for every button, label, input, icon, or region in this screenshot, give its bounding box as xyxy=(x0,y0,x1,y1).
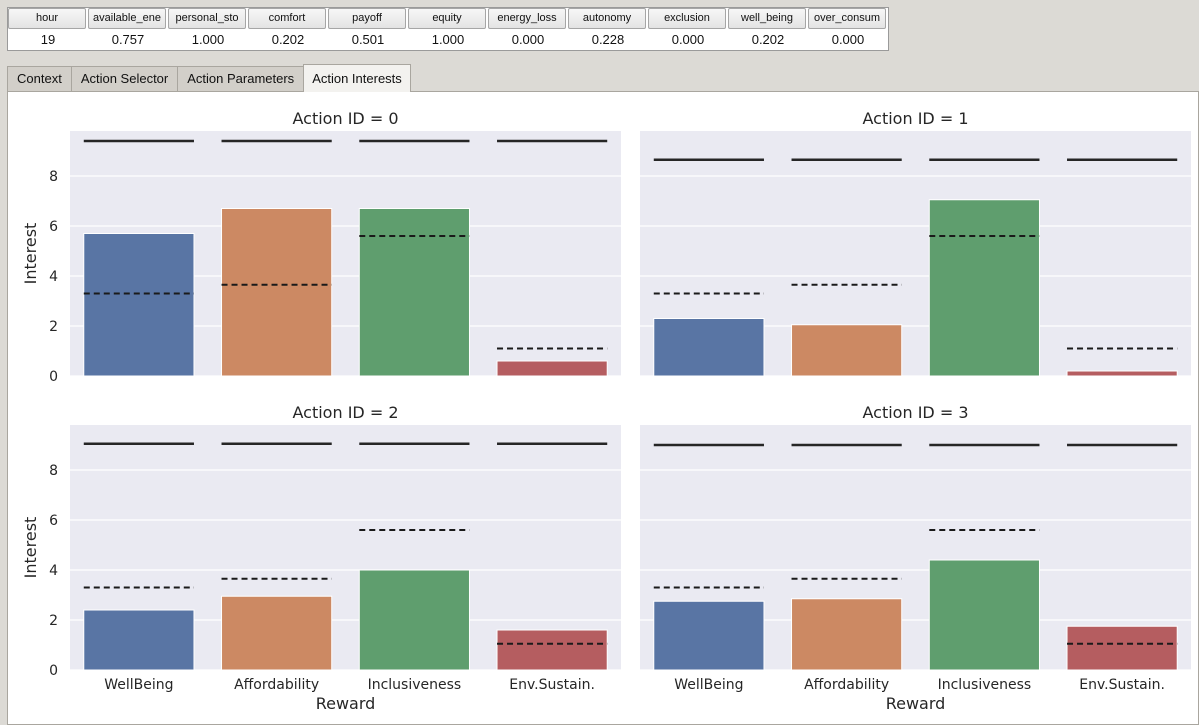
x-tick-label: Affordability xyxy=(234,677,319,693)
column-header-autonomy[interactable]: autonomy xyxy=(568,8,646,29)
y-tick-label: 2 xyxy=(49,613,58,629)
cell-over-consumption: 0.000 xyxy=(831,32,865,47)
cell-exclusion: 0.000 xyxy=(671,32,705,47)
tab-action-interests[interactable]: Action Interests xyxy=(303,64,411,92)
x-axis-label: Reward xyxy=(316,694,376,713)
cell-comfort: 0.202 xyxy=(271,32,305,47)
column-header-well-being[interactable]: well_being xyxy=(728,8,806,29)
y-tick-label: 6 xyxy=(49,219,58,235)
cell-autonomy: 0.228 xyxy=(591,32,625,47)
x-tick-label: Env.Sustain. xyxy=(509,677,595,693)
facet-title: Action ID = 0 xyxy=(293,109,399,128)
bar xyxy=(928,559,1040,671)
tab-context[interactable]: Context xyxy=(7,66,72,92)
bar xyxy=(496,360,608,377)
state-table-header-row: hour available_ene personal_sto comfort … xyxy=(8,8,888,29)
bar xyxy=(653,600,765,671)
bar xyxy=(358,208,470,377)
tab-bar: Context Action Selector Action Parameter… xyxy=(7,64,411,92)
bar xyxy=(1066,370,1178,377)
cell-payoff: 0.501 xyxy=(351,32,385,47)
column-header-personal-storage[interactable]: personal_sto xyxy=(168,8,246,29)
y-tick-label: 2 xyxy=(49,319,58,335)
y-tick-label: 4 xyxy=(49,269,58,285)
y-tick-label: 4 xyxy=(49,563,58,579)
bar xyxy=(221,595,333,671)
y-axis-label: Interest xyxy=(21,517,40,579)
bar xyxy=(791,324,903,377)
bar xyxy=(83,233,195,377)
state-table: hour available_ene personal_sto comfort … xyxy=(7,7,889,51)
cell-well-being: 0.202 xyxy=(751,32,785,47)
facet-title: Action ID = 3 xyxy=(863,403,969,422)
bar xyxy=(496,629,608,671)
x-axis-label: Reward xyxy=(886,694,946,713)
bar xyxy=(1066,625,1178,671)
column-header-comfort[interactable]: comfort xyxy=(248,8,326,29)
x-tick-label: WellBeing xyxy=(104,677,173,693)
bar xyxy=(358,569,470,671)
x-tick-label: Env.Sustain. xyxy=(1079,677,1165,693)
cell-personal-storage: 1.000 xyxy=(191,32,225,47)
column-header-hour[interactable]: hour xyxy=(8,8,86,29)
table-row: 19 0.757 1.000 0.202 0.501 1.000 0.000 0… xyxy=(8,29,888,50)
cell-hour: 19 xyxy=(40,32,56,47)
facet-title: Action ID = 2 xyxy=(293,403,399,422)
column-header-equity[interactable]: equity xyxy=(408,8,486,29)
y-tick-label: 0 xyxy=(49,663,58,679)
cell-equity: 1.000 xyxy=(431,32,465,47)
action-interests-chart: Action ID = 0 0 2 4 6 8 Interest Action ID = 1 A… xyxy=(21,109,1191,713)
cell-energy-loss: 0.000 xyxy=(511,32,545,47)
cell-available-energy: 0.757 xyxy=(111,32,145,47)
tab-action-parameters[interactable]: Action Parameters xyxy=(177,66,305,92)
x-tick-label: Inclusiveness xyxy=(368,677,462,693)
column-header-exclusion[interactable]: exclusion xyxy=(648,8,726,29)
action-interests-panel: Action ID = 0 0 2 4 6 8 Interest Action ID = 1 A… xyxy=(7,91,1199,725)
y-tick-label: 6 xyxy=(49,513,58,529)
column-header-payoff[interactable]: payoff xyxy=(328,8,406,29)
x-tick-label: Inclusiveness xyxy=(938,677,1032,693)
bar xyxy=(221,208,333,377)
x-tick-label: WellBeing xyxy=(674,677,743,693)
facet-title: Action ID = 1 xyxy=(863,109,969,128)
column-header-available-energy[interactable]: available_ene xyxy=(88,8,166,29)
column-header-energy-loss[interactable]: energy_loss xyxy=(488,8,566,29)
bar xyxy=(791,598,903,671)
y-axis-label: Interest xyxy=(21,223,40,285)
x-tick-label: Affordability xyxy=(804,677,889,693)
bar xyxy=(83,609,195,671)
bar xyxy=(653,318,765,377)
y-tick-label: 8 xyxy=(49,169,58,185)
bar xyxy=(928,199,1040,377)
tab-action-selector[interactable]: Action Selector xyxy=(70,66,179,92)
y-tick-label: 8 xyxy=(49,463,58,479)
column-header-over-consumption[interactable]: over_consum xyxy=(808,8,886,29)
y-tick-label: 0 xyxy=(49,369,58,385)
